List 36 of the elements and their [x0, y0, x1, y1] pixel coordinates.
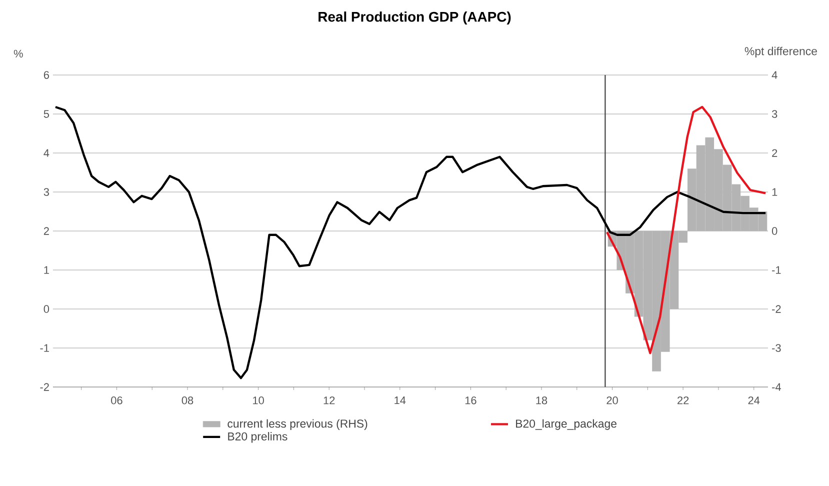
- x-tick-label: 20: [606, 396, 618, 404]
- x-tick-label: 14: [394, 396, 406, 404]
- x-tick-label: 10: [253, 396, 264, 404]
- chart-title: Real Production GDP (AAPC): [318, 12, 511, 25]
- y-axis-title: %: [14, 50, 23, 58]
- y-tick-label: 5: [44, 110, 50, 118]
- legend-label: B20_large_package: [516, 419, 616, 430]
- y2-tick-label: 1: [772, 188, 778, 196]
- y2-tick-label: 2: [772, 149, 778, 157]
- x-tick-label: 08: [182, 396, 194, 404]
- y-tick-label: 4: [44, 149, 50, 157]
- y2-axis-title: %pt difference: [744, 46, 817, 58]
- x-tick-label: 18: [536, 396, 548, 404]
- y-tick-label: -2: [40, 383, 49, 391]
- y-tick-label: 1: [44, 266, 49, 274]
- x-tick-label: 12: [324, 396, 335, 404]
- y2-tick-label: -3: [772, 344, 781, 352]
- y2-tick-label: -4: [772, 383, 781, 391]
- y2-tick-label: 4: [772, 71, 778, 79]
- y-tick-label: 6: [44, 71, 49, 79]
- line-series: [54, 106, 767, 380]
- legend-label: B20 prelims: [228, 432, 288, 443]
- y-tick-label: -1: [40, 344, 49, 352]
- y2-tick-label: 0: [772, 227, 778, 235]
- legend-label: current less previous (RHS): [228, 419, 368, 430]
- y2-tick-label: 3: [772, 110, 778, 118]
- x-tick-label: 24: [748, 396, 760, 404]
- line-series: [606, 106, 767, 354]
- x-tick-label: 06: [111, 396, 122, 404]
- y-tick-label: 3: [44, 188, 49, 196]
- y-tick-label: 0: [44, 305, 50, 313]
- x-tick-label: 16: [465, 396, 476, 404]
- y2-tick-label: -2: [772, 305, 781, 313]
- y2-tick-label: -1: [772, 266, 781, 274]
- y-tick-label: 2: [44, 227, 49, 235]
- x-tick-label: 22: [678, 396, 689, 404]
